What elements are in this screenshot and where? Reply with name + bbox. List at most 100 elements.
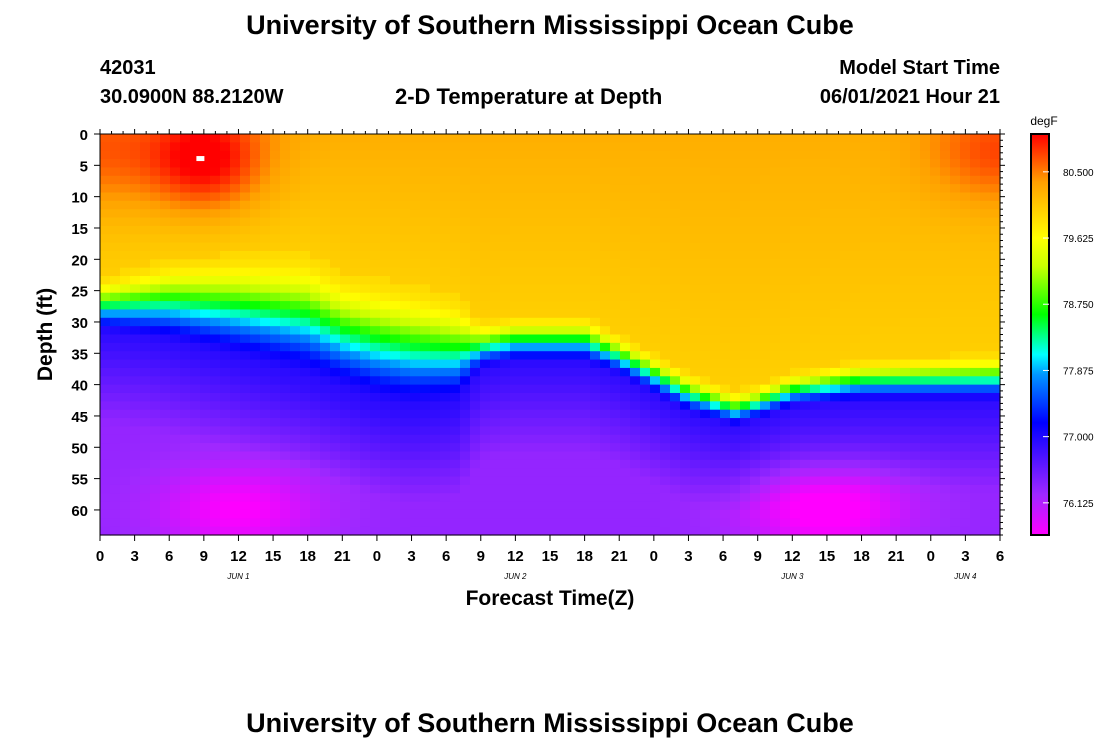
heatmap-cell <box>110 426 121 436</box>
heatmap-cell <box>460 334 471 344</box>
heatmap-cell <box>250 409 261 419</box>
heatmap-cell <box>770 217 781 227</box>
heatmap-cell <box>180 376 191 386</box>
heatmap-cell <box>230 493 241 503</box>
heatmap-cell <box>710 501 721 511</box>
heatmap-cell <box>880 484 891 494</box>
heatmap-cell <box>970 376 981 386</box>
heatmap-cell <box>660 184 671 194</box>
heatmap-cell <box>360 342 371 352</box>
heatmap-cell <box>990 267 1001 277</box>
heatmap-cell <box>940 351 951 361</box>
heatmap-cell <box>740 501 751 511</box>
heatmap-cell <box>790 234 801 244</box>
heatmap-cell <box>110 225 121 235</box>
heatmap-cell <box>580 209 591 219</box>
heatmap-cell <box>380 159 391 169</box>
heatmap-cell <box>760 276 771 285</box>
heatmap-cell <box>400 184 411 194</box>
heatmap-cell <box>390 184 401 194</box>
heatmap-cell <box>230 342 241 352</box>
heatmap-cell <box>340 142 351 152</box>
heatmap-cell <box>370 501 381 511</box>
heatmap-cell <box>220 384 231 394</box>
heatmap-cell <box>860 167 871 177</box>
heatmap-cell <box>330 459 341 469</box>
heatmap-cell <box>840 200 851 210</box>
heatmap-cell <box>870 501 881 511</box>
heatmap-cell <box>550 184 561 194</box>
heatmap-cell <box>980 317 991 327</box>
heatmap-cell <box>690 509 701 519</box>
heatmap-cell <box>360 468 371 478</box>
heatmap-cell <box>540 359 551 369</box>
heatmap-cell <box>270 334 281 344</box>
heatmap-cell <box>170 175 181 185</box>
heatmap-cell <box>110 351 121 361</box>
heatmap-cell <box>610 351 621 361</box>
heatmap-cell <box>160 267 171 277</box>
heatmap-cell <box>630 418 641 427</box>
heatmap-cell <box>530 292 541 302</box>
heatmap-cell <box>920 267 931 277</box>
heatmap-cell <box>470 242 481 252</box>
heatmap-cell <box>270 184 281 194</box>
heatmap-cell <box>530 434 541 444</box>
heatmap-cell <box>370 409 381 419</box>
heatmap-cell <box>780 259 791 269</box>
heatmap-cell <box>270 200 281 210</box>
heatmap-cell <box>650 334 661 344</box>
heatmap-cell <box>990 175 1001 185</box>
heatmap-cell <box>110 326 121 336</box>
heatmap-cell <box>880 217 891 227</box>
heatmap-cell <box>550 367 561 377</box>
heatmap-cell <box>680 284 691 294</box>
heatmap-cell <box>410 501 421 511</box>
heatmap-cell <box>490 509 501 519</box>
heatmap-cell <box>810 334 821 344</box>
heatmap-cell <box>650 326 661 336</box>
heatmap-cell <box>670 376 681 386</box>
heatmap-cell <box>680 376 691 386</box>
heatmap-cell <box>310 418 321 427</box>
heatmap-cell <box>760 200 771 210</box>
heatmap-cell <box>580 501 591 511</box>
heatmap-cell <box>560 175 571 185</box>
heatmap-cell <box>550 309 561 319</box>
heatmap-cell <box>630 309 641 319</box>
heatmap-cell <box>430 509 441 519</box>
heatmap-cell <box>410 476 421 486</box>
heatmap-cell <box>680 384 691 394</box>
heatmap-cell <box>750 150 761 160</box>
heatmap-cell <box>470 284 481 294</box>
heatmap-cell <box>190 526 201 536</box>
heatmap-cell <box>560 284 571 294</box>
heatmap-cell <box>620 292 631 302</box>
heatmap-cell <box>580 309 591 319</box>
heatmap-cell <box>330 342 341 352</box>
heatmap-cell <box>420 250 431 260</box>
heatmap-cell <box>640 443 651 453</box>
heatmap-cell <box>500 334 511 344</box>
heatmap-cell <box>350 150 361 160</box>
heatmap-cell <box>800 292 811 302</box>
heatmap-cell <box>330 451 341 461</box>
heatmap-cell <box>990 509 1001 519</box>
heatmap-cell <box>160 234 171 244</box>
heatmap-cell <box>140 267 151 277</box>
heatmap-cell <box>470 434 481 444</box>
heatmap-cell <box>710 167 721 177</box>
heatmap-cell <box>990 259 1001 269</box>
heatmap-cell <box>790 267 801 277</box>
heatmap-cell <box>620 167 631 177</box>
heatmap-cell <box>130 518 141 528</box>
heatmap-cell <box>120 209 131 219</box>
heatmap-cell <box>330 159 341 169</box>
heatmap-cell <box>280 217 291 227</box>
heatmap-cell <box>700 418 711 427</box>
heatmap-cell <box>280 301 291 311</box>
heatmap-cell <box>120 334 131 344</box>
heatmap-cell <box>700 468 711 478</box>
heatmap-cell <box>690 484 701 494</box>
heatmap-cell <box>840 150 851 160</box>
